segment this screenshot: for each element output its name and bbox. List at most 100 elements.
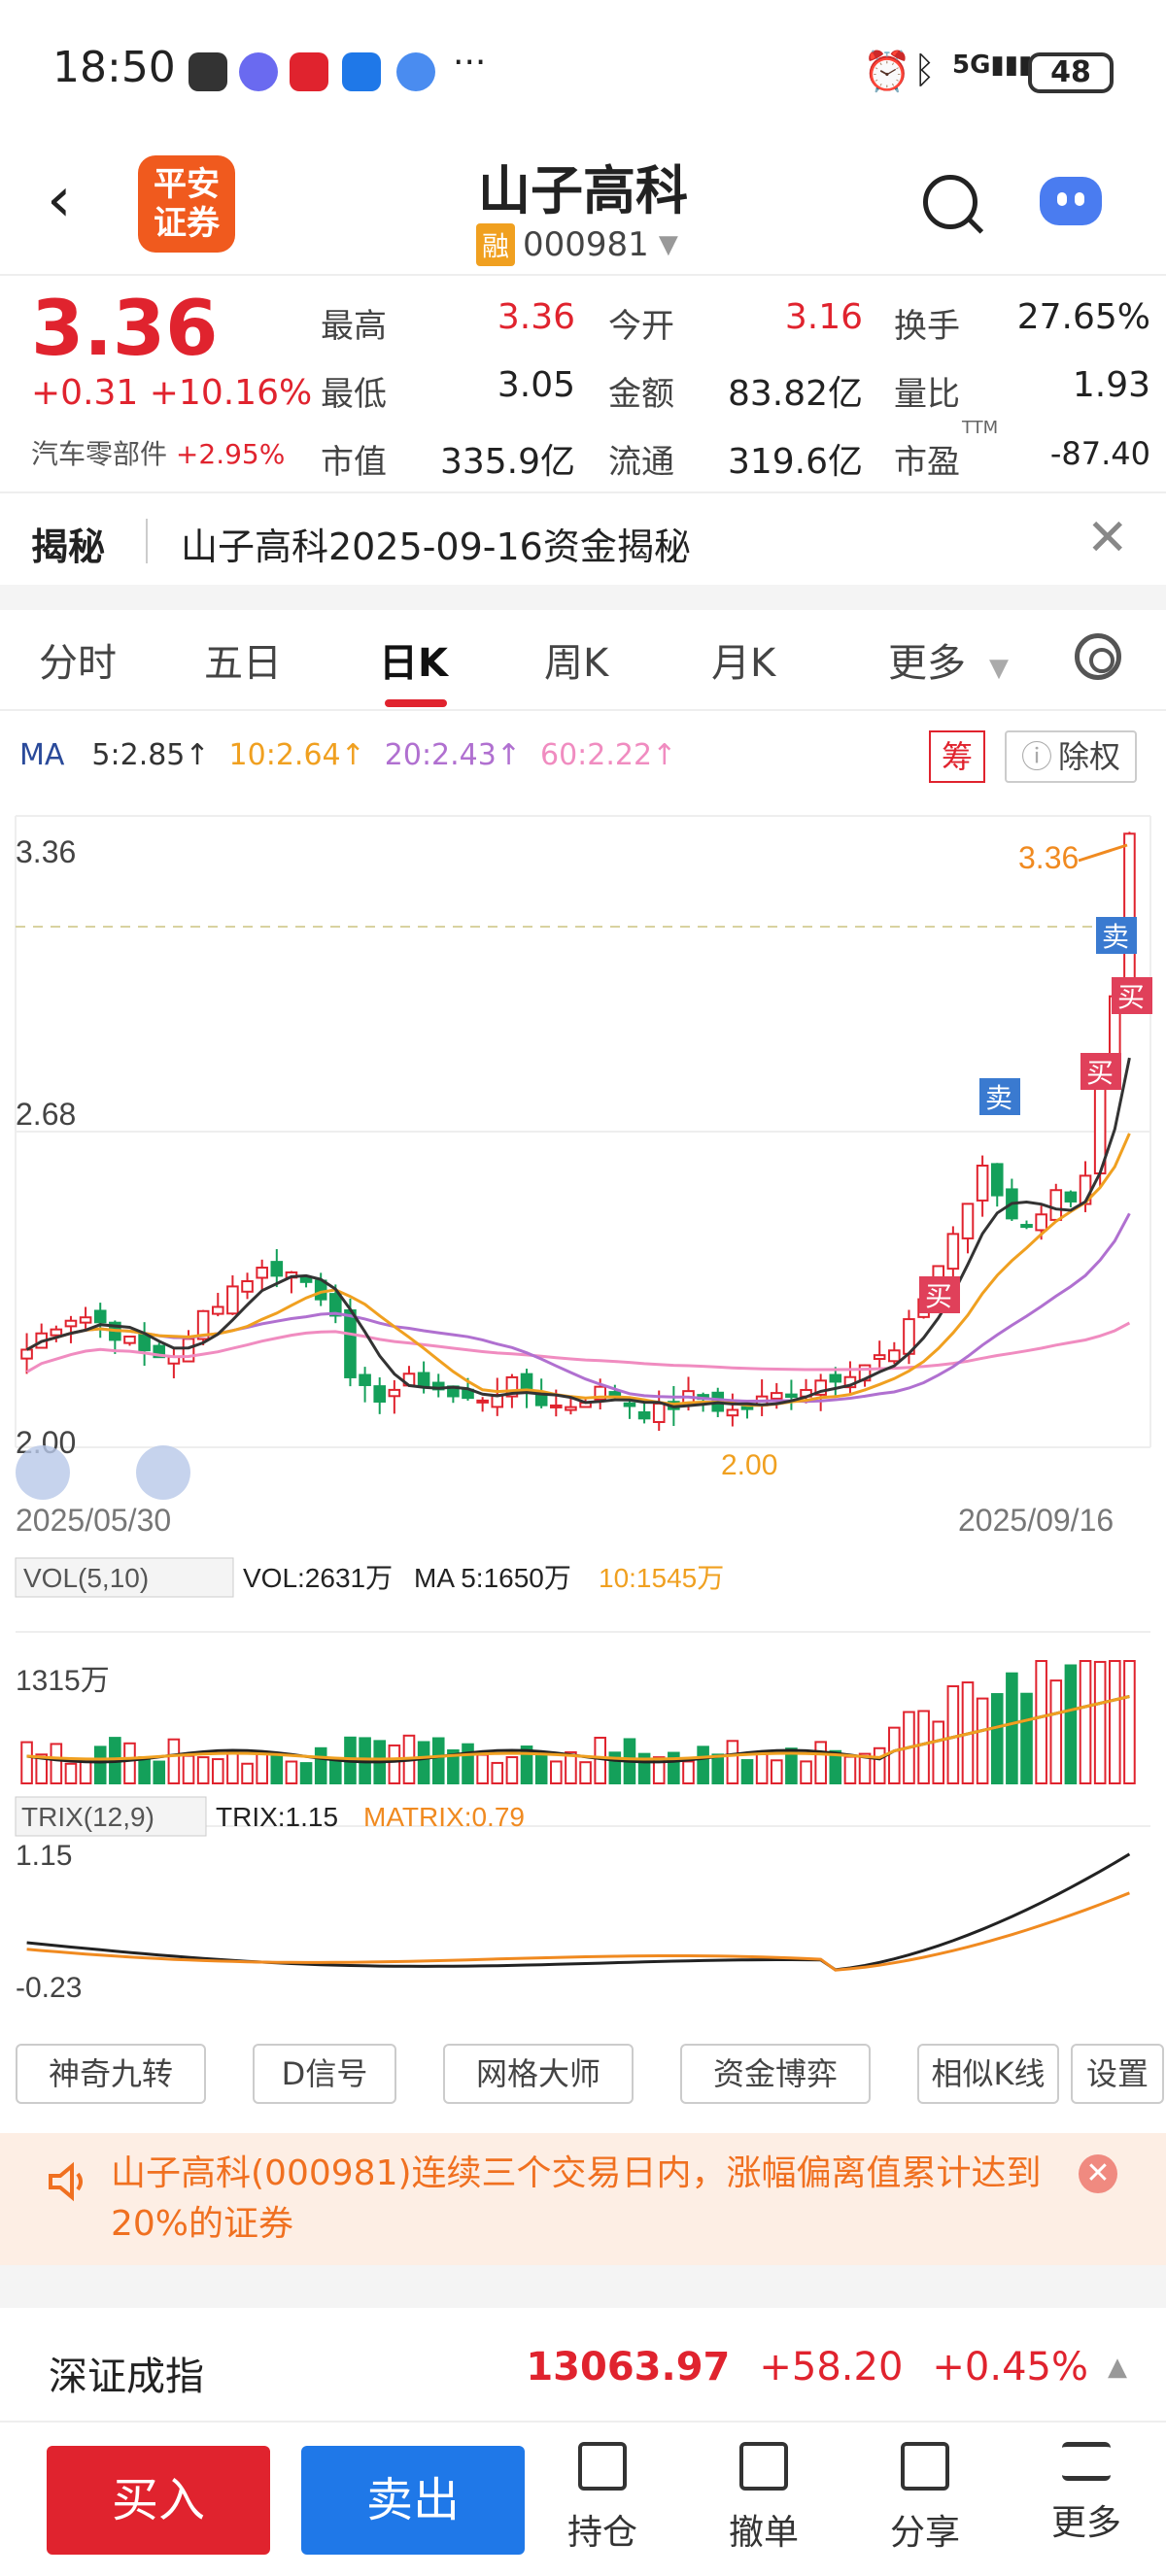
volume-bar <box>594 1736 606 1785</box>
ma20-line <box>25 1212 1131 1404</box>
volume-bar <box>976 1697 989 1785</box>
volume-bar <box>668 1751 680 1785</box>
tab-more[interactable]: 更多 ▼ <box>888 631 1009 688</box>
tool-fund-game[interactable]: 资金博弈 <box>680 2044 871 2104</box>
shopping-icon <box>290 52 328 91</box>
menu-icon <box>1062 2442 1111 2481</box>
marker-buy-label: 买 <box>1086 1057 1114 1089</box>
marker-buy-1[interactable]: 买 <box>919 1276 960 1313</box>
tool-similar-kline[interactable]: 相似K线 <box>917 2044 1059 2104</box>
tool-magic-nine[interactable]: 神奇九转 <box>16 2044 206 2104</box>
volume-bars <box>20 1660 1136 1785</box>
candle-body <box>1049 1189 1063 1221</box>
more-notifications-icon: ··· <box>453 43 487 83</box>
volume-bar <box>1035 1660 1047 1784</box>
tab-daily-k[interactable]: 日K <box>379 641 448 686</box>
tab-weekly-k[interactable]: 周K <box>544 641 609 686</box>
fullscreen-icon[interactable] <box>136 1445 190 1500</box>
marker-sell-2[interactable]: 卖 <box>1096 917 1137 954</box>
tab-intraday[interactable]: 分时 <box>39 641 117 686</box>
candle-body <box>726 1408 739 1417</box>
gear-icon[interactable] <box>1075 633 1121 680</box>
trix-axis-top: 1.15 <box>16 1840 72 1872</box>
close-icon[interactable]: ✕ <box>1079 2154 1117 2193</box>
volume-bar <box>167 1738 181 1785</box>
trix-indicator-label: TRIX(12,9) <box>21 1802 154 1832</box>
section-gap <box>0 585 1166 610</box>
tool-settings[interactable]: 设置 <box>1071 2044 1164 2104</box>
back-icon[interactable]: ‹ <box>47 164 72 236</box>
tab-five-day[interactable]: 五日 <box>204 641 282 686</box>
broker-logo[interactable]: 平安证券 <box>138 155 235 253</box>
marker-buy-label: 买 <box>925 1280 952 1312</box>
marker-buy-3[interactable]: 买 <box>1112 977 1152 1014</box>
quote-label-turnover: 换手 <box>894 307 960 346</box>
candle-body <box>417 1372 430 1388</box>
candle-body <box>182 1338 195 1363</box>
index-ticker[interactable]: 深证成指 13063.97 +58.20 +0.45% ▲ <box>0 2308 1166 2423</box>
candle-body <box>93 1309 107 1324</box>
active-tab-indicator <box>385 699 447 707</box>
message-icon <box>396 52 435 91</box>
volume-bar <box>1079 1660 1092 1784</box>
nav-share[interactable]: 分享 <box>867 2442 983 2555</box>
volume-bar <box>829 1749 842 1785</box>
volume-bar <box>711 1753 725 1785</box>
header: ‹ 平安证券 山子高科 融 000981 ▼ <box>0 146 1166 272</box>
bluetooth-icon: ᛒ <box>913 49 936 91</box>
nav-positions[interactable]: 持仓 <box>544 2442 661 2555</box>
tool-grid-master[interactable]: 网格大师 <box>443 2044 634 2104</box>
nav-positions-label: 持仓 <box>566 2513 637 2553</box>
battery-icon: 48 <box>1028 52 1114 93</box>
scroll-left-icon[interactable] <box>16 1445 70 1500</box>
ex-rights-button[interactable]: ⓘ 除权 <box>1005 730 1137 783</box>
volume-bar <box>182 1754 195 1785</box>
info-icon: ⓘ <box>1020 738 1052 775</box>
volume-bar <box>1020 1692 1033 1784</box>
tool-d-signal[interactable]: D信号 <box>253 2044 396 2104</box>
marker-buy-2[interactable]: 买 <box>1080 1053 1121 1090</box>
robot-assistant-icon[interactable] <box>1040 177 1102 225</box>
candle-body <box>637 1410 651 1420</box>
search-icon[interactable] <box>923 175 977 229</box>
fund-reveal-bar[interactable]: 揭秘 山子高科2025-09-16资金揭秘 ✕ <box>0 491 1166 585</box>
candle-body <box>623 1402 636 1407</box>
nav-more[interactable]: 更多 <box>1028 2442 1145 2545</box>
volume-bar <box>785 1747 798 1785</box>
volume-bar <box>431 1737 445 1784</box>
volume-bar <box>417 1741 430 1784</box>
volume-bar <box>299 1762 313 1785</box>
candle-body <box>329 1293 342 1317</box>
trix-indicator-selector[interactable] <box>15 1796 207 1837</box>
volume-bar <box>917 1710 930 1785</box>
nav-cancel-label: 撤单 <box>728 2513 799 2553</box>
volume-bar <box>637 1752 651 1784</box>
marker-sell-label: 卖 <box>1102 921 1129 953</box>
volume-bar <box>20 1741 33 1784</box>
candle-body <box>211 1305 224 1315</box>
sell-button[interactable]: 卖出 <box>301 2446 525 2555</box>
close-icon[interactable]: ✕ <box>1086 509 1129 567</box>
ma60-value: 60:2.22↑ <box>539 738 677 772</box>
candle-body <box>829 1373 842 1383</box>
price-change: +0.31 +10.16% <box>31 373 313 413</box>
tab-monthly-k[interactable]: 月K <box>711 641 776 686</box>
sector-info[interactable]: 汽车零部件 +2.95% <box>31 433 285 472</box>
stock-code-selector[interactable]: 融 000981 ▼ <box>476 223 678 266</box>
candle-body <box>785 1393 798 1399</box>
vol-value: VOL:2631万 <box>243 1563 393 1593</box>
trix-line <box>26 1852 1131 1972</box>
quote-label-low: 最低 <box>321 375 387 414</box>
divider <box>146 519 148 563</box>
buy-button[interactable]: 买入 <box>47 2446 270 2555</box>
vol-indicator-selector[interactable] <box>15 1557 234 1598</box>
chip-distribution-button[interactable]: 筹 <box>929 730 985 783</box>
kline-chart[interactable]: 3.36 2.68 2.00 3.36 2.00 买 卖 买 买 卖 2025/… <box>0 797 1166 2030</box>
nav-cancel-order[interactable]: 撤单 <box>705 2442 822 2555</box>
alert-banner[interactable]: 山子高科(000981)连续三个交易日内，涨幅偏离值累计达到20%的证券 ✕ <box>0 2133 1166 2265</box>
candle-body <box>270 1261 284 1277</box>
candle-body <box>256 1267 268 1279</box>
volume-bar <box>579 1761 592 1785</box>
marker-sell-1[interactable]: 卖 <box>979 1078 1020 1115</box>
ma-legend[interactable]: MA 5:2.85↑ 10:2.64↑ 20:2.43↑ 60:2.22↑ <box>19 738 696 772</box>
